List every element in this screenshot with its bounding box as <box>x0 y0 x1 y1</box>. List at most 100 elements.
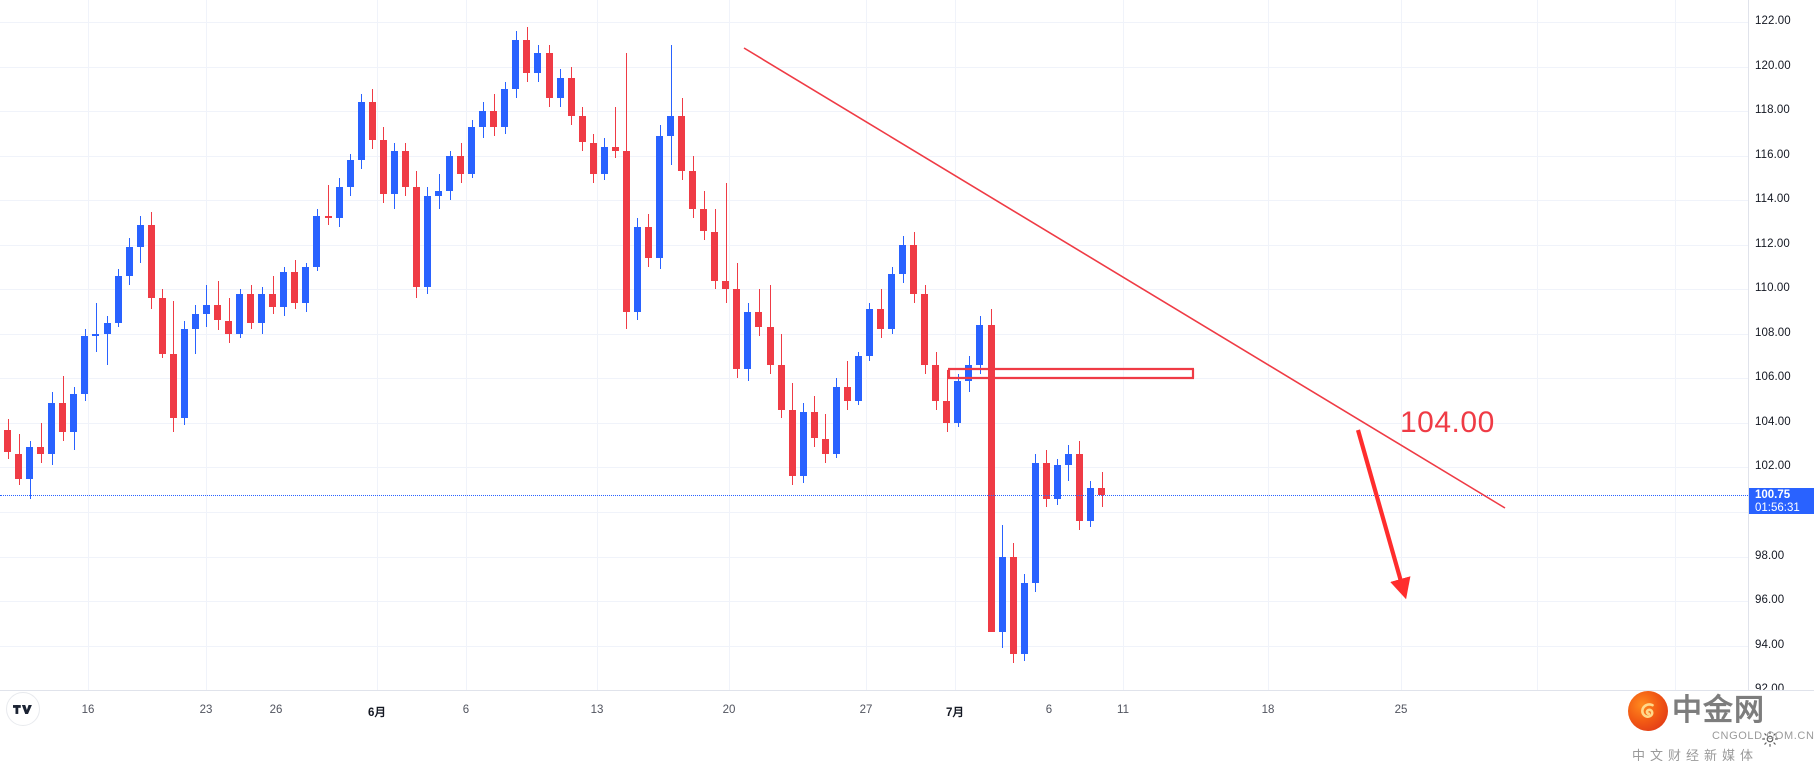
candle-body <box>843 387 851 401</box>
price-axis-tick: 122.00 <box>1755 15 1791 28</box>
candle-body <box>733 289 741 370</box>
candle-body <box>534 53 542 74</box>
price-axis-tick: 116.00 <box>1755 148 1790 161</box>
candle-body <box>247 293 255 323</box>
candle-body <box>1009 556 1017 655</box>
candle-body <box>4 429 11 452</box>
settings-gear-icon[interactable] <box>1761 730 1779 748</box>
time-axis-tick: 11 <box>1117 704 1129 716</box>
candle-body <box>346 160 354 187</box>
candle-body <box>26 447 34 479</box>
candle-body <box>910 244 918 294</box>
resistance-price-label: 104.00 <box>1400 406 1495 439</box>
candle-body <box>1064 454 1072 466</box>
candle-body <box>854 356 862 401</box>
candle-body <box>368 102 376 141</box>
candle-body <box>766 327 774 365</box>
candle-body <box>37 447 45 455</box>
candle-body <box>114 276 122 323</box>
candle-body <box>236 293 244 334</box>
candle-body <box>103 322 111 334</box>
candle-body <box>877 309 884 330</box>
vgridline <box>377 0 378 690</box>
candle-body <box>191 313 199 330</box>
candle-wick <box>40 422 42 463</box>
price-axis-tick: 94.00 <box>1755 638 1785 651</box>
candle-body <box>589 142 597 174</box>
price-axis-tick: 106.00 <box>1755 371 1791 384</box>
vgridline <box>88 0 89 690</box>
candle-body <box>1053 465 1061 499</box>
candle-body <box>269 293 277 308</box>
hgridline <box>0 645 1748 647</box>
candle-body <box>1098 487 1105 496</box>
candle-body <box>545 53 553 98</box>
vgridline <box>466 0 467 690</box>
last-price-value: 100.75 <box>1755 489 1791 502</box>
tradingview-logo-icon[interactable] <box>6 692 40 726</box>
candle-body <box>147 224 155 299</box>
hgridline <box>0 511 1748 513</box>
candle-body <box>976 325 984 366</box>
price-axis[interactable]: 122.00 120.00 118.00 116.00 114.00 112.00 110.… <box>1748 0 1814 695</box>
candle-body <box>214 304 221 321</box>
time-axis-tick: 6 <box>1045 704 1053 716</box>
candle-body <box>70 394 78 432</box>
candle-body <box>987 325 995 633</box>
candle-body <box>965 365 973 381</box>
candle-body <box>302 267 310 303</box>
time-axis-tick: 13 <box>590 704 604 716</box>
candle-body <box>81 336 89 394</box>
candle-body <box>556 77 564 98</box>
candle-body <box>523 40 531 74</box>
candle-body <box>921 293 929 365</box>
candle-body <box>435 191 442 196</box>
time-axis[interactable]: 16 23 26 6月 6 13 20 27 7月 6 11 18 25 <box>0 690 1814 761</box>
candle-body <box>888 273 895 330</box>
price-axis-tick: 114.00 <box>1755 193 1790 206</box>
time-axis-tick: 27 <box>859 704 873 716</box>
candle-wick <box>725 182 727 303</box>
last-price-badge[interactable]: 100.75 01:56:31 <box>1749 488 1814 515</box>
candle-body <box>777 365 785 410</box>
candle-body <box>379 140 387 194</box>
candle-body <box>744 311 752 370</box>
candle-body <box>490 111 498 127</box>
candle-body <box>357 102 365 161</box>
candle-body <box>280 271 288 308</box>
candle-body <box>600 146 608 174</box>
candle-body <box>622 151 630 312</box>
candle-body <box>457 155 465 174</box>
candle-body <box>865 309 873 357</box>
time-axis-tick: 20 <box>722 704 736 716</box>
candle-body <box>335 187 343 219</box>
vgridline <box>1675 0 1676 690</box>
candle-body <box>291 271 299 303</box>
candle-body <box>667 115 674 136</box>
candle-body <box>125 247 133 276</box>
candle-body <box>1042 463 1050 499</box>
candle-body <box>1075 454 1083 521</box>
chart-plot-area[interactable]: 104.00 <box>0 0 1748 690</box>
candle-body <box>954 380 962 423</box>
time-axis-tick: 6月 <box>368 707 386 719</box>
time-axis-tick: 18 <box>1261 704 1275 716</box>
candle-body <box>169 353 177 419</box>
candle-wick <box>615 106 617 158</box>
hgridline <box>0 601 1748 602</box>
candle-body <box>821 438 829 455</box>
hgridline <box>0 556 1748 558</box>
price-axis-tick: 96.00 <box>1755 594 1785 606</box>
price-axis-tick: 102.00 <box>1755 460 1791 473</box>
candle-wick <box>95 302 97 352</box>
candle-body <box>202 304 210 314</box>
candle-wick <box>195 304 197 354</box>
price-axis-tick: 98.00 <box>1755 549 1785 562</box>
candle-body <box>1020 583 1028 655</box>
candle-body <box>567 77 575 116</box>
price-axis-tick: 112.00 <box>1755 237 1790 250</box>
price-axis-tick: 108.00 <box>1755 326 1791 339</box>
vgridline <box>597 0 598 690</box>
candle-wick <box>107 316 108 366</box>
